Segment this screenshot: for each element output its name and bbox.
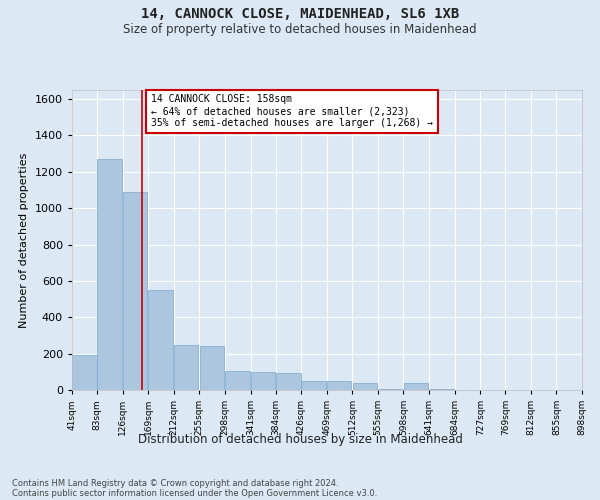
Bar (174, 346, 199, 390)
Bar (200, 346, 224, 390)
Text: 14 CANNOCK CLOSE: 158sqm
← 64% of detached houses are smaller (2,323)
35% of sem: 14 CANNOCK CLOSE: 158sqm ← 64% of detach… (151, 94, 433, 128)
Text: Distribution of detached houses by size in Maidenhead: Distribution of detached houses by size … (137, 432, 463, 446)
Bar (72, 356, 97, 390)
Y-axis label: Number of detached properties: Number of detached properties (19, 152, 29, 328)
Text: Size of property relative to detached houses in Maidenhead: Size of property relative to detached ho… (123, 22, 477, 36)
Bar (301, 380, 326, 390)
Bar (430, 389, 454, 390)
Bar (353, 383, 377, 390)
Bar (404, 383, 428, 390)
Bar (123, 192, 147, 390)
Text: Contains public sector information licensed under the Open Government Licence v3: Contains public sector information licen… (12, 488, 377, 498)
Bar (378, 389, 403, 390)
Bar (148, 290, 173, 390)
Bar (225, 371, 250, 390)
Bar (277, 372, 301, 390)
Bar (97, 159, 122, 390)
Bar (251, 372, 275, 390)
Text: Contains HM Land Registry data © Crown copyright and database right 2024.: Contains HM Land Registry data © Crown c… (12, 478, 338, 488)
Bar (327, 382, 352, 390)
Text: 14, CANNOCK CLOSE, MAIDENHEAD, SL6 1XB: 14, CANNOCK CLOSE, MAIDENHEAD, SL6 1XB (141, 8, 459, 22)
